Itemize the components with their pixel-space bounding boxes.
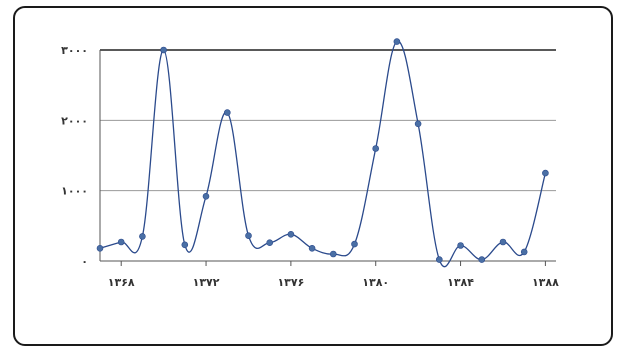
x-tick-label: ۱۳۸۴ <box>447 276 474 289</box>
data-point <box>266 239 274 246</box>
data-point <box>457 242 464 249</box>
data-point <box>139 233 146 240</box>
x-tick-label: ۱۳۷۲ <box>193 276 220 289</box>
data-point <box>224 109 231 116</box>
data-point <box>435 256 443 263</box>
data-point <box>181 241 189 249</box>
x-tick-label: ۱۳۸۰ <box>362 276 389 289</box>
data-point <box>414 120 422 128</box>
data-point <box>520 248 528 256</box>
data-point <box>393 38 401 45</box>
data-point <box>499 238 507 246</box>
x-axis-tick-labels: ۱۳۶۸ ۱۳۷۲ ۱۳۷۶ ۱۳۸۰ ۱۳۸۴ ۱۳۸۸ <box>108 276 559 289</box>
data-point <box>329 250 337 258</box>
x-tick-label: ۱۳۶۸ <box>108 276 135 289</box>
axes <box>99 50 556 266</box>
data-points <box>96 38 549 263</box>
data-point <box>245 232 252 239</box>
data-point <box>287 231 295 238</box>
data-point <box>542 169 549 177</box>
data-point <box>478 256 486 263</box>
y-tick-label: ۳۰۰۰ <box>61 44 88 57</box>
series-line <box>99 40 547 268</box>
data-point <box>96 245 104 252</box>
data-point <box>202 193 210 200</box>
data-point <box>308 245 316 252</box>
y-tick-label: ۲۰۰۰ <box>61 114 88 127</box>
x-tick-label: ۱۳۷۶ <box>277 276 304 289</box>
data-point <box>160 46 167 54</box>
y-tick-label: ۱۰۰۰ <box>61 185 88 198</box>
y-axis-tick-labels: ۰ ۱۰۰۰ ۲۰۰۰ ۳۰۰۰ <box>61 44 88 268</box>
x-tick-label: ۱۳۸۸ <box>532 276 559 289</box>
data-point <box>372 145 380 152</box>
grid-lines <box>100 49 556 192</box>
y-tick-label: ۰ <box>81 255 88 268</box>
data-point <box>351 240 358 248</box>
chart-frame <box>13 6 613 346</box>
data-point <box>117 238 125 246</box>
